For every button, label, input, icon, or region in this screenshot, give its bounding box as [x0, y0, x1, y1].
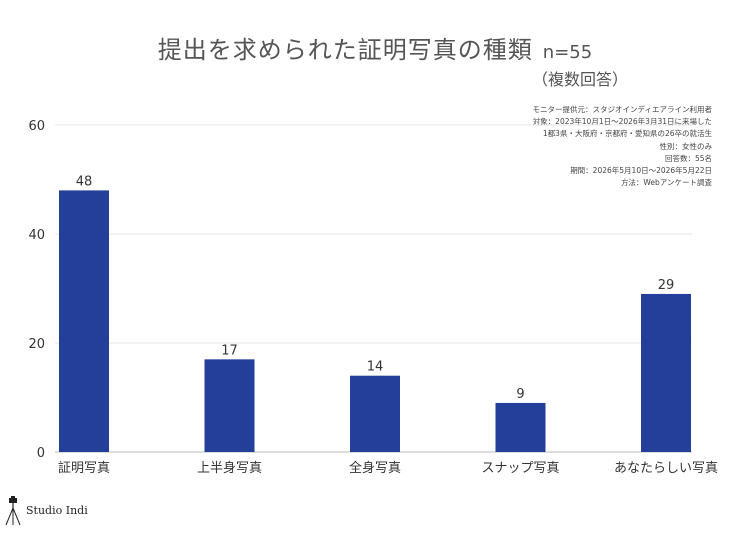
x-tick-label: あなたらしい写真	[614, 461, 718, 476]
note-line: モニター提供元：スタジオインディエアライン利用者	[532, 105, 712, 114]
note-line: 回答数：55名	[664, 153, 712, 163]
y-tick-label: 40	[28, 228, 45, 243]
bar	[350, 375, 400, 452]
studio-logo: Studio Indi	[4, 496, 124, 528]
bar	[641, 293, 691, 452]
chart-subtitle: （複数回答）	[531, 70, 628, 89]
data-label: 14	[367, 360, 384, 375]
x-tick-label: 証明写真	[58, 461, 110, 476]
chart-title: 提出を求められた証明写真の種類 n=55	[0, 30, 750, 65]
survey-notes: モニター提供元：スタジオインディエアライン利用者 対象：2023年10月1日〜2…	[533, 104, 712, 189]
bar	[59, 190, 109, 452]
sample-size-label: n=55	[542, 42, 593, 63]
note-line: 期間：2026年5月10日〜2026年5月22日	[570, 166, 712, 176]
bar	[204, 359, 255, 452]
data-label: 29	[658, 278, 675, 293]
data-label: 48	[76, 174, 93, 189]
studio-logo-text: Studio Indi	[26, 504, 88, 517]
data-label: 9	[516, 387, 524, 402]
x-tick-label: スナップ写真	[481, 461, 559, 476]
y-tick-label: 20	[28, 337, 45, 352]
data-label: 17	[221, 343, 238, 358]
y-tick-label: 60	[28, 119, 45, 134]
bar	[495, 402, 546, 452]
x-tick-label: 上半身写真	[197, 460, 262, 476]
x-tick-label: 全身写真	[349, 460, 401, 476]
note-line: 方法：Webアンケート調査	[620, 178, 712, 188]
y-tick-label: 0	[37, 446, 45, 461]
note-line: 性別：女性のみ	[659, 141, 713, 151]
note-line: 1都3県・大阪府・京都府・愛知県の26卒の就活生	[542, 129, 712, 139]
chart-title-text: 提出を求められた証明写真の種類	[157, 36, 533, 64]
note-line: 対象：2023年10月1日〜2026年3月31日に来場した	[532, 117, 712, 127]
camera-tripod-icon	[5, 496, 21, 526]
